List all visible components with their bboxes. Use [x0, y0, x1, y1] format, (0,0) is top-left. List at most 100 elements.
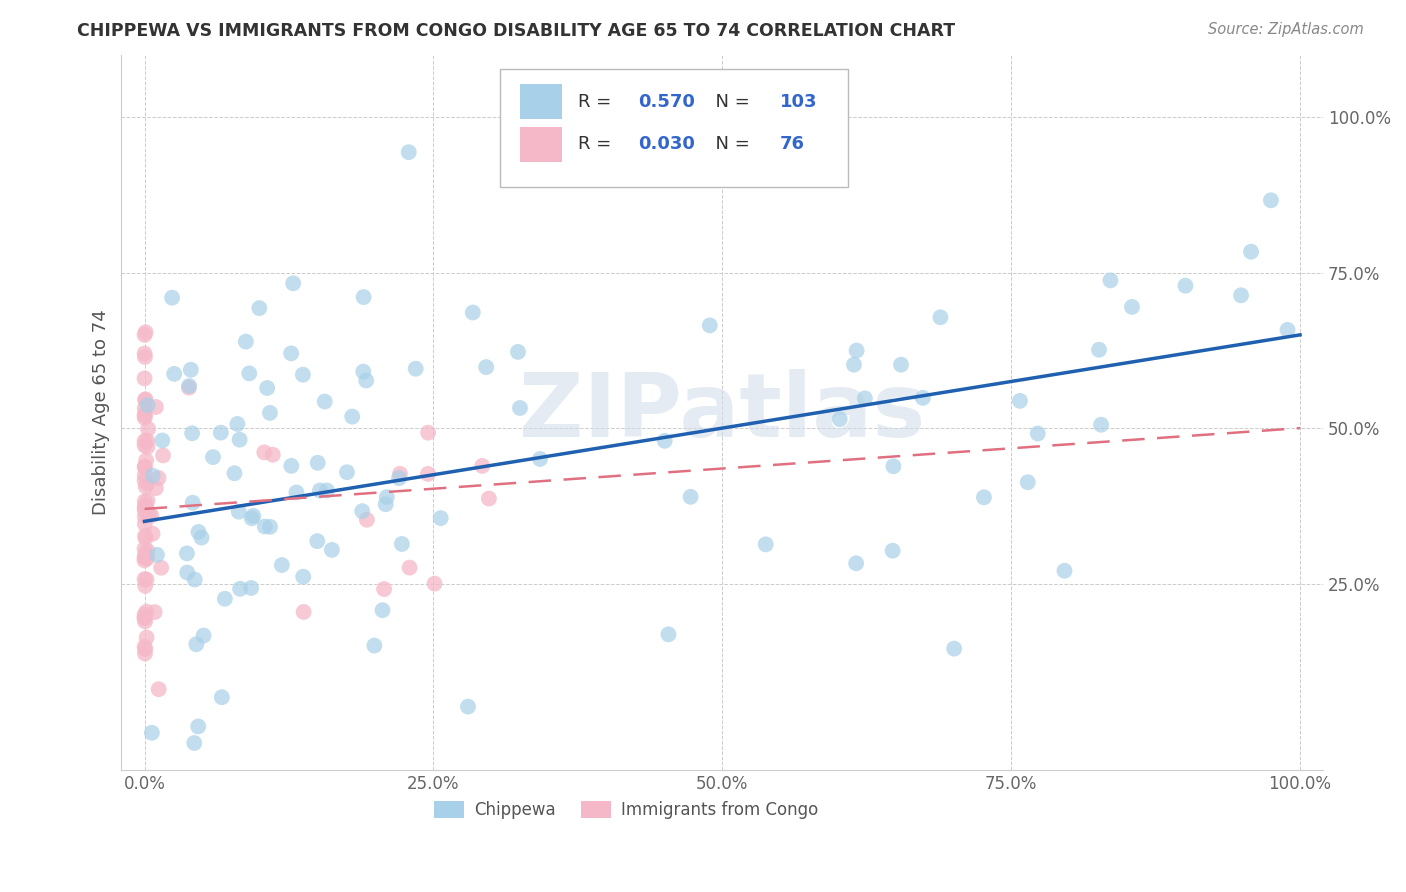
- Point: [1230, 288, 1253, 302]
- Point: [755, 537, 778, 551]
- Point: [1053, 564, 1076, 578]
- Point: [134, 549, 156, 564]
- Point: [262, 448, 284, 462]
- Point: [388, 467, 411, 481]
- Point: [281, 277, 304, 291]
- Point: [141, 725, 163, 739]
- Point: [828, 412, 851, 426]
- Point: [292, 605, 315, 619]
- Point: [134, 392, 156, 407]
- Point: [1240, 244, 1263, 259]
- Point: [242, 508, 264, 523]
- Point: [270, 558, 292, 572]
- Point: [1277, 323, 1299, 337]
- Y-axis label: Disability Age 65 to 74: Disability Age 65 to 74: [93, 310, 110, 516]
- Point: [134, 553, 156, 567]
- Point: [148, 682, 170, 697]
- Point: [136, 551, 159, 566]
- Point: [259, 406, 281, 420]
- Point: [134, 531, 156, 545]
- Point: [374, 497, 396, 511]
- Point: [134, 607, 156, 622]
- Point: [176, 546, 198, 560]
- Point: [152, 449, 174, 463]
- Point: [134, 346, 156, 360]
- Point: [177, 381, 200, 395]
- Bar: [520, 84, 562, 120]
- Point: [943, 641, 966, 656]
- Point: [135, 631, 157, 645]
- FancyBboxPatch shape: [501, 70, 848, 187]
- Point: [136, 440, 159, 454]
- Point: [224, 467, 246, 481]
- Point: [247, 301, 270, 315]
- Point: [509, 401, 531, 415]
- Point: [423, 576, 446, 591]
- Point: [141, 526, 163, 541]
- Point: [135, 499, 157, 513]
- Text: CHIPPEWA VS IMMIGRANTS FROM CONGO DISABILITY AGE 65 TO 74 CORRELATION CHART: CHIPPEWA VS IMMIGRANTS FROM CONGO DISABI…: [77, 22, 956, 40]
- Point: [183, 736, 205, 750]
- Point: [354, 374, 377, 388]
- Point: [238, 367, 260, 381]
- Point: [134, 494, 156, 508]
- Point: [135, 479, 157, 493]
- Point: [209, 425, 232, 440]
- Point: [307, 534, 329, 549]
- Point: [134, 541, 156, 556]
- Point: [291, 368, 314, 382]
- Point: [143, 605, 166, 619]
- Point: [136, 476, 159, 491]
- Point: [1026, 426, 1049, 441]
- Point: [134, 350, 156, 364]
- Point: [471, 458, 494, 473]
- Point: [253, 445, 276, 459]
- Point: [135, 504, 157, 518]
- Point: [342, 409, 364, 424]
- Point: [136, 493, 159, 508]
- Point: [657, 627, 679, 641]
- Point: [388, 471, 411, 485]
- Point: [679, 490, 702, 504]
- Text: N =: N =: [704, 136, 756, 153]
- Point: [405, 361, 427, 376]
- Point: [853, 392, 876, 406]
- Bar: [520, 127, 562, 162]
- Point: [135, 605, 157, 619]
- Point: [882, 543, 904, 558]
- Point: [1121, 300, 1143, 314]
- Point: [1099, 273, 1122, 287]
- Point: [475, 360, 498, 375]
- Point: [160, 291, 183, 305]
- Point: [240, 581, 263, 595]
- Point: [280, 458, 302, 473]
- Point: [253, 519, 276, 533]
- Point: [228, 433, 250, 447]
- Point: [352, 365, 374, 379]
- Point: [315, 483, 337, 498]
- Point: [134, 610, 156, 624]
- Point: [259, 520, 281, 534]
- Point: [292, 570, 315, 584]
- Point: [134, 500, 156, 514]
- Text: R =: R =: [578, 93, 617, 111]
- Point: [416, 425, 439, 440]
- Point: [845, 343, 868, 358]
- Point: [134, 642, 156, 657]
- Point: [240, 511, 263, 525]
- Point: [134, 434, 156, 448]
- Point: [138, 507, 160, 521]
- Point: [356, 513, 378, 527]
- Point: [929, 310, 952, 325]
- Point: [373, 582, 395, 596]
- Point: [375, 490, 398, 504]
- Point: [228, 505, 250, 519]
- Point: [1017, 475, 1039, 490]
- Point: [134, 407, 156, 421]
- Point: [176, 566, 198, 580]
- Point: [136, 398, 159, 412]
- Point: [180, 363, 202, 377]
- Point: [134, 502, 156, 516]
- Point: [134, 529, 156, 543]
- Point: [134, 468, 156, 483]
